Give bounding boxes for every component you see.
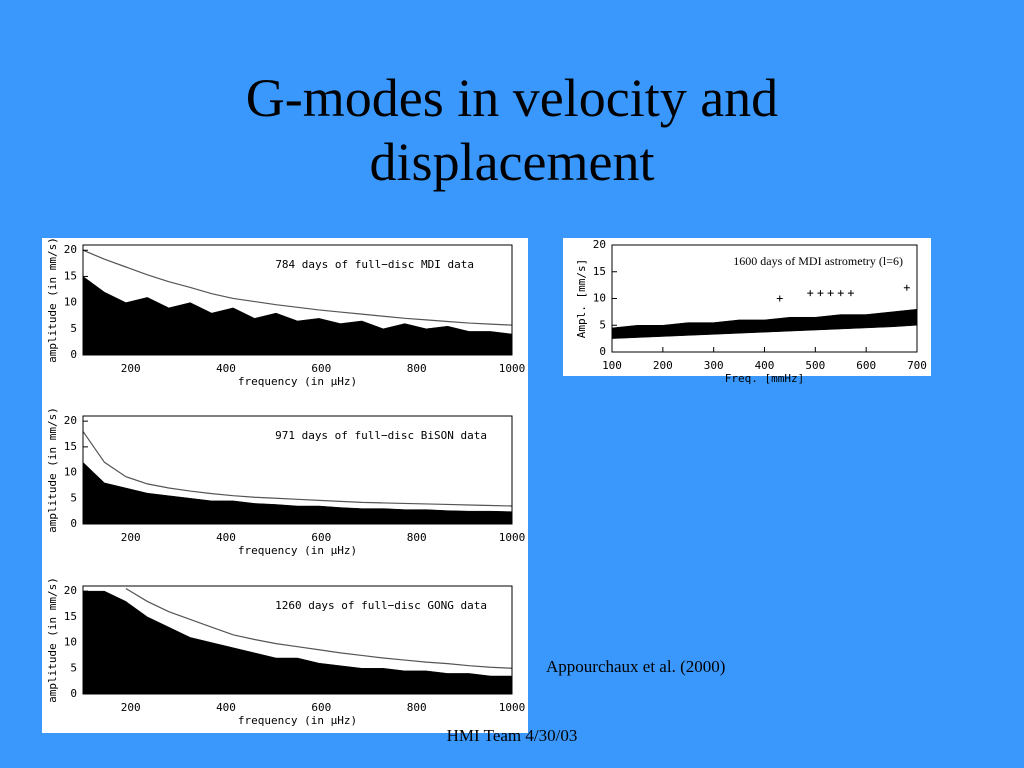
x-tick-label: 400	[755, 359, 775, 372]
x-tick-label: 600	[856, 359, 876, 372]
x-tick-label: 500	[805, 359, 825, 372]
y-tick-label: 5	[599, 318, 606, 331]
y-tick-label: 5	[70, 491, 77, 504]
x-tick-label: 1000	[499, 701, 526, 714]
y-axis-label: amplitude (in mm/s)	[46, 237, 59, 363]
point	[807, 290, 814, 297]
x-axis-label: frequency (in μHz)	[238, 714, 357, 727]
y-tick-label: 15	[64, 610, 77, 623]
threshold-line	[82, 249, 513, 326]
x-tick-label: 800	[407, 701, 427, 714]
y-tick-label: 20	[64, 414, 77, 427]
x-tick-label: 100	[602, 359, 622, 372]
x-tick-label: 200	[121, 701, 141, 714]
y-tick-label: 15	[64, 440, 77, 453]
y-tick-label: 5	[70, 661, 77, 674]
x-axis-label: frequency (in μHz)	[238, 375, 357, 388]
threshold-line	[125, 588, 513, 669]
citation: Appourchaux et al. (2000)	[546, 657, 726, 676]
y-tick-label: 5	[70, 322, 77, 335]
y-tick-label: 15	[593, 265, 606, 278]
x-tick-label: 1000	[499, 531, 526, 544]
y-tick-label: 10	[64, 636, 77, 649]
x-tick-label: 600	[311, 701, 331, 714]
y-axis-label: Ampl. [mm/s]	[575, 259, 588, 338]
y-tick-label: 10	[64, 466, 77, 479]
point	[817, 290, 824, 297]
annotation: 784 days of full−disc MDI data	[275, 258, 474, 271]
x-tick-label: 600	[311, 362, 331, 375]
x-tick-label: 1000	[499, 362, 526, 375]
point	[837, 290, 844, 297]
slide-title: G-modes in velocity and displacement	[245, 68, 779, 192]
x-axis-label: frequency (in μHz)	[238, 544, 357, 557]
point	[776, 295, 783, 302]
point	[903, 284, 910, 291]
x-tick-label: 200	[121, 362, 141, 375]
plot-frame	[82, 415, 513, 525]
y-tick-label: 20	[593, 238, 606, 251]
footer: HMI Team 4/30/03	[446, 726, 578, 745]
threshold-line	[82, 431, 513, 507]
x-tick-label: 800	[407, 362, 427, 375]
y-tick-label: 10	[593, 292, 606, 305]
x-tick-label: 400	[216, 362, 236, 375]
y-tick-label: 20	[64, 243, 77, 256]
figure-box	[563, 238, 931, 376]
y-tick-label: 0	[70, 517, 77, 530]
y-axis-label: amplitude (in mm/s)	[46, 577, 59, 703]
y-tick-label: 10	[64, 296, 77, 309]
x-tick-label: 800	[407, 531, 427, 544]
annotation: 971 days of full−disc BiSON data	[275, 429, 487, 442]
x-tick-label: 300	[704, 359, 724, 372]
x-tick-label: 400	[216, 701, 236, 714]
y-tick-label: 0	[70, 348, 77, 361]
x-tick-label: 600	[311, 531, 331, 544]
annotation: 1600 days of MDI astrometry (l=6)	[733, 254, 903, 268]
x-tick-label: 400	[216, 531, 236, 544]
y-tick-label: 20	[64, 584, 77, 597]
annotation: 1260 days of full−disc GONG data	[275, 599, 487, 612]
y-tick-label: 0	[70, 687, 77, 700]
plot-frame	[82, 244, 513, 356]
plot-frame	[82, 585, 513, 695]
x-tick-label: 200	[121, 531, 141, 544]
y-tick-label: 0	[599, 345, 606, 358]
point	[827, 290, 834, 297]
x-axis-label: Freq. [mmHz]	[725, 372, 804, 385]
x-tick-label: 700	[907, 359, 927, 372]
y-tick-label: 15	[64, 269, 77, 282]
point	[847, 290, 854, 297]
y-axis-label: amplitude (in mm/s)	[46, 407, 59, 533]
x-tick-label: 200	[653, 359, 673, 372]
